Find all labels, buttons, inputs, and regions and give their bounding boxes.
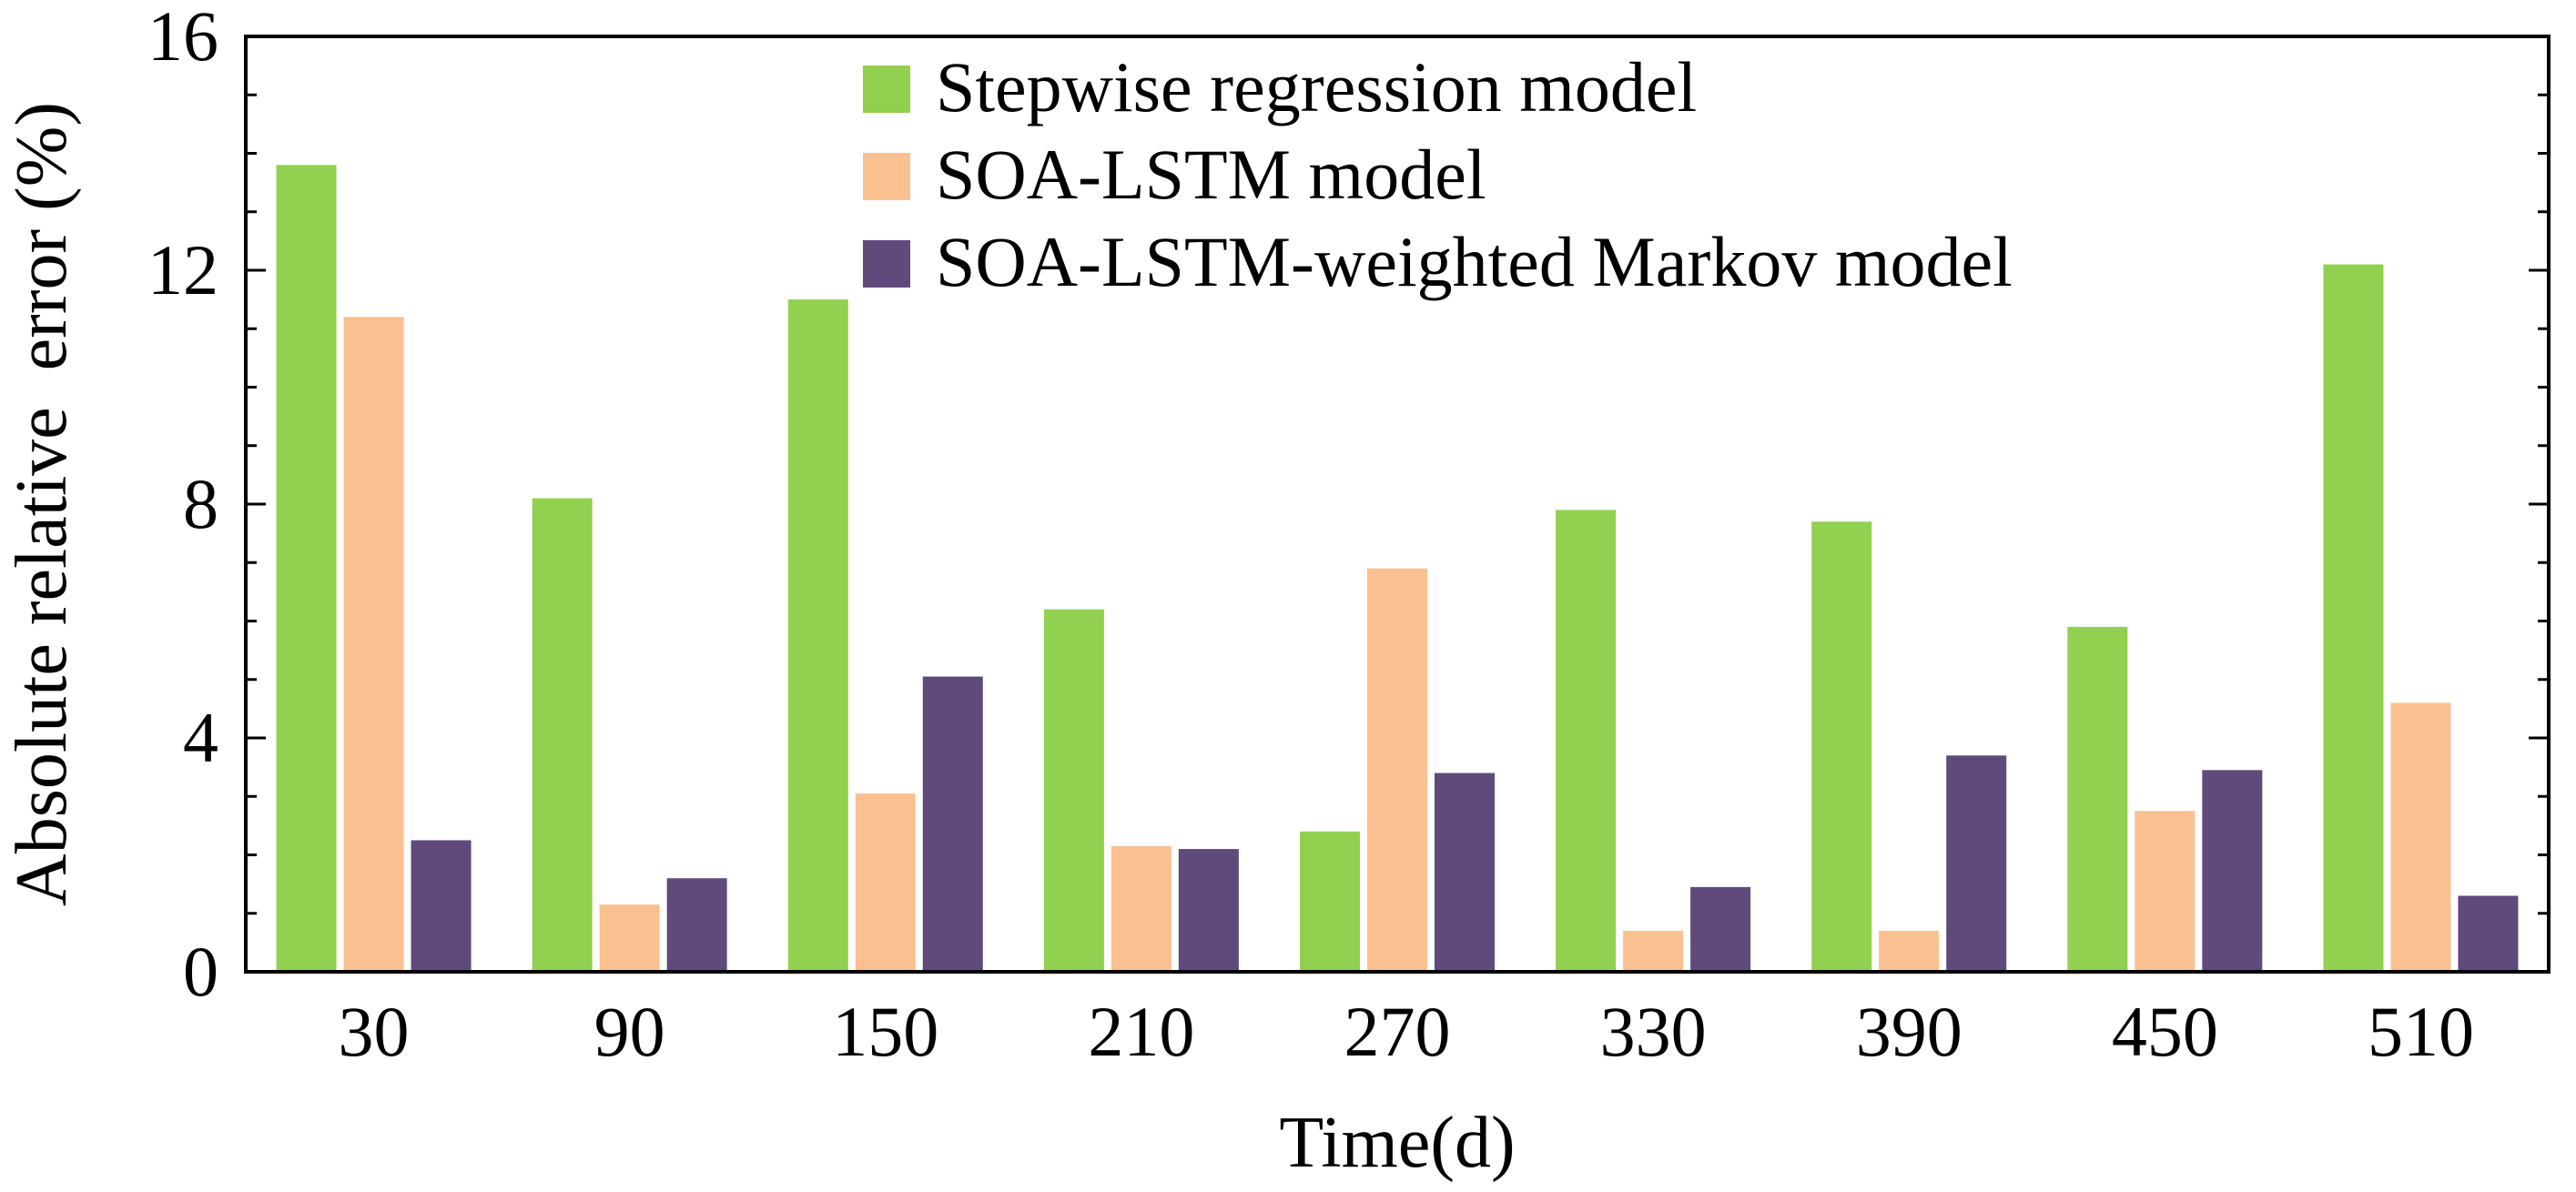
bar-510-series-2 [2390,702,2451,972]
bar-330-series-2 [1623,931,1684,972]
y-axis-label: Absolute relative error (%) [2,102,82,906]
legend-label-1: Stepwise regression model [936,47,1697,126]
y-tick-label-16: 16 [147,0,218,76]
legend: Stepwise regression model SOA-LSTM model S… [863,47,2013,301]
bar-510-series-3 [2458,895,2519,972]
bar-30-series-2 [343,317,404,972]
bar-210-series-3 [1178,849,1239,972]
x-tick-label-30: 30 [339,992,410,1071]
bar-270-series-2 [1367,568,1427,972]
bar-390-series-1 [1811,521,1872,972]
y-tick-label-8: 8 [183,464,218,543]
bar-210-series-2 [1111,845,1171,972]
bar-90-series-1 [532,498,593,972]
bar-390-series-2 [1879,931,1940,972]
bar-90-series-3 [666,878,727,972]
x-tick-label-450: 450 [2112,992,2218,1071]
x-tick-label-270: 270 [1344,992,1451,1071]
legend-swatch-2 [863,153,910,200]
x-tick-label-210: 210 [1088,992,1194,1071]
bar-330-series-3 [1690,886,1751,972]
bar-210-series-1 [1043,609,1104,972]
legend-label-2: SOA-LSTM model [936,135,1486,214]
y-tick-label-4: 4 [183,698,218,777]
x-tick-label-90: 90 [594,992,665,1071]
bar-270-series-1 [1300,831,1360,972]
bar-330-series-1 [1556,510,1617,972]
bar-450-series-3 [2202,770,2263,972]
bar-90-series-2 [599,904,660,972]
bar-30-series-1 [276,165,337,973]
bar-30-series-3 [411,840,472,972]
ticks-group: 30 90 150 210 270 330 390 450 510 0 4 8 12 16 [147,0,2549,1071]
x-tick-label-330: 330 [1600,992,1707,1071]
bar-150-series-3 [922,676,983,972]
bar-270-series-3 [1435,773,1495,972]
bars-group [276,165,2519,973]
legend-label-3: SOA-LSTM-weighted Markov model [936,222,2013,301]
legend-swatch-3 [863,240,910,288]
x-axis-label: Time(d) [1279,1103,1515,1183]
x-tick-label-510: 510 [2368,992,2474,1071]
y-tick-label-12: 12 [147,230,218,309]
bar-450-series-1 [2067,626,2128,972]
bar-150-series-1 [787,299,848,972]
bar-510-series-1 [2323,264,2384,972]
x-tick-label-150: 150 [832,992,938,1071]
bar-390-series-3 [1946,755,2007,972]
x-tick-label-390: 390 [1856,992,1962,1071]
bar-450-series-2 [2135,811,2196,972]
legend-swatch-1 [863,66,910,113]
bar-150-series-2 [855,793,916,972]
y-tick-label-0: 0 [183,932,218,1011]
